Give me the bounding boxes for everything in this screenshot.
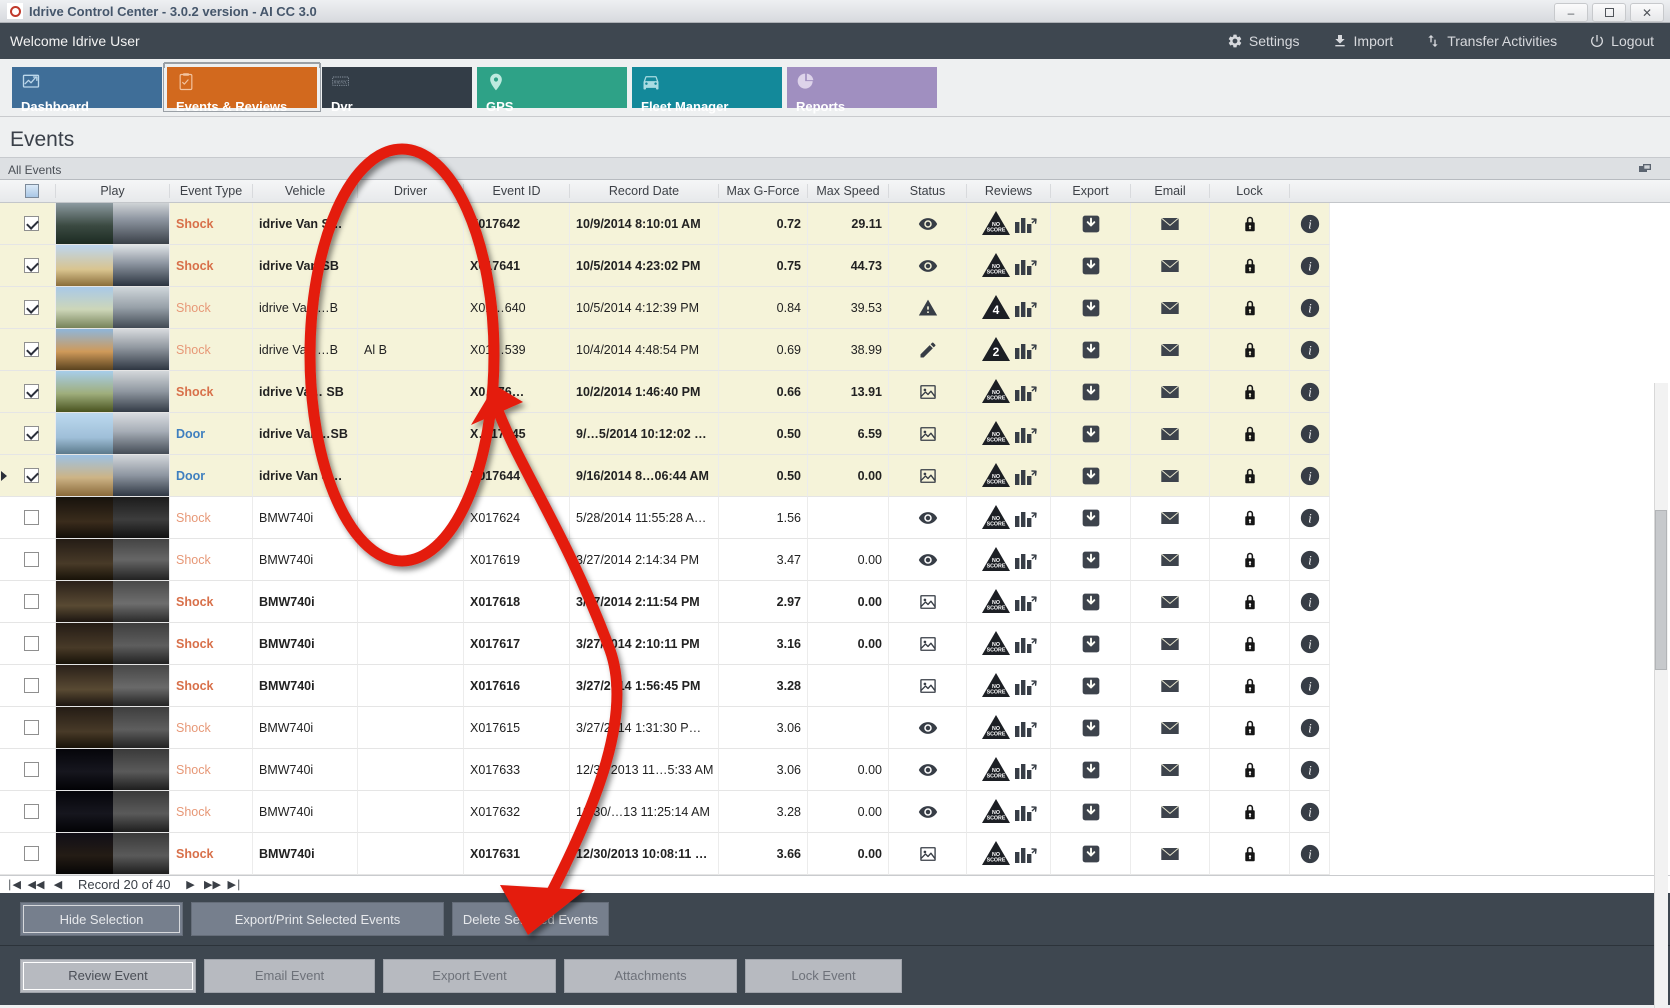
svg-text:i: i [1308, 679, 1312, 693]
svg-text:SCORE: SCORE [986, 731, 1005, 737]
svg-text:SCORE: SCORE [986, 227, 1005, 233]
svg-text:i: i [1308, 259, 1312, 273]
svg-text:i: i [1308, 217, 1312, 231]
svg-text:2: 2 [992, 345, 999, 359]
svg-text:SCORE: SCORE [986, 563, 1005, 569]
svg-text:i: i [1308, 511, 1312, 525]
svg-text:i: i [1308, 385, 1312, 399]
svg-text:i: i [1308, 637, 1312, 651]
svg-text:i: i [1308, 427, 1312, 441]
svg-text:merec: merec [334, 80, 348, 86]
svg-text:SCORE: SCORE [986, 689, 1005, 695]
svg-text:i: i [1308, 763, 1312, 777]
svg-text:i: i [1308, 721, 1312, 735]
svg-text:i: i [1308, 469, 1312, 483]
svg-text:i: i [1308, 343, 1312, 357]
svg-text:i: i [1308, 847, 1312, 861]
svg-text:SCORE: SCORE [986, 815, 1005, 821]
svg-text:SCORE: SCORE [986, 521, 1005, 527]
svg-text:i: i [1308, 805, 1312, 819]
svg-text:4: 4 [992, 303, 999, 317]
svg-text:SCORE: SCORE [986, 269, 1005, 275]
svg-text:SCORE: SCORE [986, 773, 1005, 779]
svg-text:i: i [1308, 553, 1312, 567]
svg-text:SCORE: SCORE [986, 605, 1005, 611]
svg-text:i: i [1308, 301, 1312, 315]
svg-text:SCORE: SCORE [986, 395, 1005, 401]
svg-text:SCORE: SCORE [986, 647, 1005, 653]
svg-text:i: i [1308, 595, 1312, 609]
svg-text:SCORE: SCORE [986, 857, 1005, 863]
svg-text:SCORE: SCORE [986, 437, 1005, 443]
svg-text:SCORE: SCORE [986, 479, 1005, 485]
